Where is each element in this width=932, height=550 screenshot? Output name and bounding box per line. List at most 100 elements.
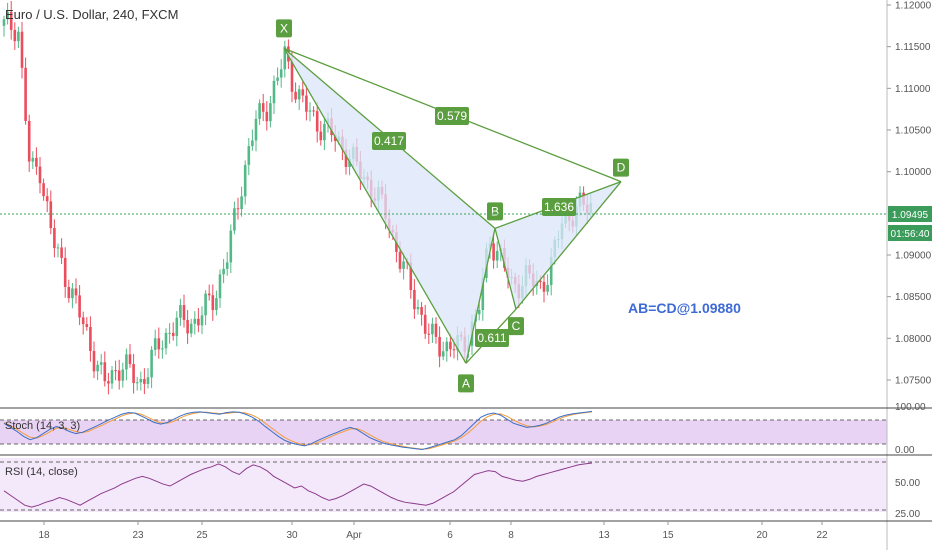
candle-body [312, 110, 315, 112]
candle-body [56, 247, 60, 249]
candle-body [272, 80, 276, 104]
candle-body [265, 111, 269, 122]
candle-body [17, 31, 20, 42]
candle-body [240, 196, 243, 210]
candle-body [258, 103, 261, 119]
x-tick-label: 20 [756, 530, 768, 541]
stoch-title: Stoch (14, 3, 3) [5, 420, 81, 432]
countdown-box [888, 225, 932, 241]
candle-body [539, 280, 542, 282]
candle-body [315, 111, 319, 132]
candle-body [413, 289, 416, 310]
y-tick-label: 1.08000 [895, 334, 932, 345]
candle-body [121, 369, 125, 381]
candle-body [92, 350, 96, 372]
candle-body [110, 370, 114, 384]
y-tick-label: 1.09000 [895, 251, 932, 262]
point-label-b-box [487, 202, 503, 221]
x-tick-label: 6 [447, 530, 453, 541]
candle-body [45, 196, 49, 202]
candle-body [9, 11, 13, 30]
candle-body [117, 370, 121, 381]
candle-body [344, 149, 348, 167]
point-label-b: B [491, 204, 499, 218]
candle-body [35, 157, 38, 167]
candle-body [247, 146, 251, 165]
candle-body [301, 89, 305, 96]
ratio-label-xb: 0.417 [374, 134, 404, 148]
candle-body [319, 131, 323, 141]
ratio-label-xd-box [435, 107, 469, 125]
candle-body [449, 341, 452, 350]
candle-body [71, 288, 74, 299]
rsi-line [3, 462, 593, 508]
candle-body [81, 317, 85, 325]
candle-body [146, 377, 150, 384]
candle-body [24, 67, 27, 121]
candle-body [125, 354, 128, 370]
candle-body [290, 61, 294, 92]
leg-xa [283, 48, 467, 364]
indicator-tick-label: 100.00 [895, 402, 926, 413]
candle-body [139, 378, 143, 383]
y-tick-label: 1.11000 [895, 84, 931, 95]
candle-body [452, 349, 456, 351]
candle-body [27, 120, 31, 162]
x-tick-label: 8 [508, 530, 514, 541]
candle-body [297, 89, 301, 100]
candle-body [85, 324, 89, 327]
x-tick-label: 13 [598, 530, 610, 541]
stoch-k-line [3, 410, 593, 451]
candle-body [135, 382, 139, 384]
x-tick-label: 30 [286, 530, 298, 541]
candle-body [197, 318, 200, 326]
candle-body [96, 364, 99, 372]
candle-body [402, 261, 405, 269]
candle-body [549, 256, 553, 285]
point-label-d-box [613, 158, 629, 177]
candle-body [294, 91, 297, 100]
candle-body [189, 323, 193, 334]
candle-body [251, 140, 254, 147]
candle-body [179, 305, 182, 318]
candle-body [161, 348, 164, 350]
candle-body [63, 257, 67, 287]
last-price-label: 1.09495 [892, 210, 929, 221]
candle-body [103, 362, 107, 382]
candle-body [308, 110, 312, 112]
leg-bc [494, 228, 517, 310]
point-label-a: A [462, 376, 470, 390]
ratio-label-ac-box [475, 329, 509, 347]
candle-body [2, 19, 6, 26]
y-tick-label: 1.12000 [895, 1, 932, 12]
candle-body [225, 262, 229, 269]
candle-body [186, 319, 189, 334]
candle-body [42, 183, 45, 197]
candle-body [38, 166, 42, 184]
candle-body [481, 277, 485, 311]
x-tick-label: 23 [132, 530, 144, 541]
rsi-title: RSI (14, close) [5, 466, 78, 478]
x-tick-label: 18 [38, 530, 50, 541]
candle-body [207, 293, 211, 296]
ratio-label-ac: 0.611 [477, 331, 506, 345]
indicator-tick-label: 0.00 [895, 445, 915, 456]
candle-body [416, 307, 420, 310]
y-tick-label: 1.10500 [895, 126, 932, 137]
rsi-band [0, 458, 887, 512]
candle-body [211, 295, 215, 311]
candle-body [305, 95, 308, 112]
candle-body [438, 336, 441, 357]
candle-body [107, 381, 110, 384]
candle-body [492, 243, 495, 261]
candle-body [193, 318, 197, 324]
y-tick-label: 1.10000 [895, 167, 932, 178]
candle-body [434, 323, 438, 337]
x-tick-label: Apr [346, 530, 362, 541]
indicator-tick-label: 50.00 [895, 478, 920, 489]
harmonic-pattern: X A B C D 0.417 0.579 0.611 1.636 [276, 19, 629, 393]
candle-body [20, 31, 24, 68]
candle-body [114, 370, 117, 372]
candle-body [200, 315, 204, 326]
candle-body [171, 332, 175, 337]
